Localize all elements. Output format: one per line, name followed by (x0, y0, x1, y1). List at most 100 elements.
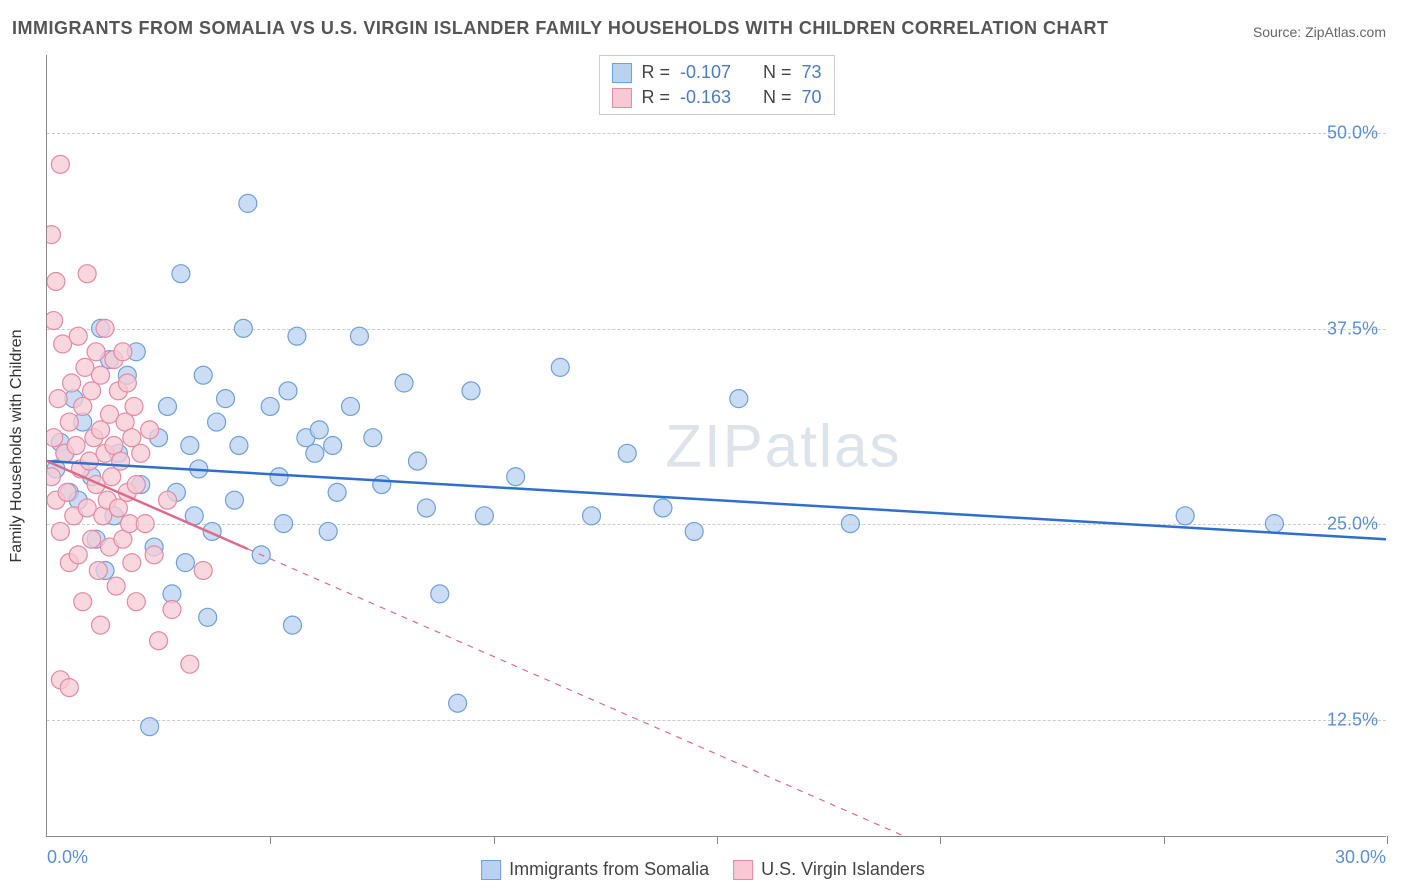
scatter-point (208, 413, 226, 431)
scatter-point (730, 390, 748, 408)
scatter-point (230, 437, 248, 455)
legend-correlation: R = -0.107 N = 73 R = -0.163 N = 70 (598, 55, 834, 115)
scatter-point (234, 319, 252, 337)
scatter-point (127, 593, 145, 611)
scatter-point (83, 382, 101, 400)
scatter-point (150, 632, 168, 650)
legend-bottom-label-1: U.S. Virgin Islanders (761, 859, 925, 880)
scatter-point (92, 366, 110, 384)
scatter-point (96, 319, 114, 337)
scatter-point (408, 452, 426, 470)
scatter-point (58, 483, 76, 501)
scatter-point (74, 593, 92, 611)
x-tick (494, 836, 495, 844)
scatter-point (261, 397, 279, 415)
x-tick (270, 836, 271, 844)
scatter-point (136, 515, 154, 533)
x-tick (717, 836, 718, 844)
scatter-point (141, 421, 159, 439)
scatter-point (199, 608, 217, 626)
chart-title: IMMIGRANTS FROM SOMALIA VS U.S. VIRGIN I… (12, 18, 1109, 39)
x-tick (1387, 836, 1388, 844)
scatter-point (163, 601, 181, 619)
scatter-point (181, 437, 199, 455)
legend-bottom-swatch-0 (481, 860, 501, 880)
trend-line-dashed (248, 549, 940, 836)
scatter-point (109, 499, 127, 517)
scatter-point (618, 444, 636, 462)
scatter-point (176, 554, 194, 572)
legend-n-label: N = (763, 62, 792, 83)
scatter-point (306, 444, 324, 462)
scatter-point (87, 343, 105, 361)
scatter-point (551, 358, 569, 376)
legend-n-value-0: 73 (802, 62, 822, 83)
legend-n-value-1: 70 (802, 87, 822, 108)
scatter-point (141, 718, 159, 736)
scatter-point (583, 507, 601, 525)
scatter-point (89, 561, 107, 579)
scatter-point (125, 397, 143, 415)
legend-row-series-1: R = -0.163 N = 70 (611, 85, 821, 110)
legend-row-series-0: R = -0.107 N = 73 (611, 60, 821, 85)
legend-bottom-swatch-1 (733, 860, 753, 880)
scatter-point (127, 476, 145, 494)
scatter-point (123, 429, 141, 447)
scatter-point (310, 421, 328, 439)
scatter-point (49, 390, 67, 408)
legend-r-value-1: -0.163 (680, 87, 731, 108)
source-attribution: Source: ZipAtlas.com (1253, 24, 1386, 40)
scatter-point (1265, 515, 1283, 533)
plot-area: Family Households with Children ZIPatlas… (46, 55, 1386, 837)
scatter-point (69, 546, 87, 564)
scatter-point (107, 577, 125, 595)
scatter-point (181, 655, 199, 673)
scatter-point (283, 616, 301, 634)
scatter-point (364, 429, 382, 447)
scatter-point (475, 507, 493, 525)
scatter-point (67, 437, 85, 455)
scatter-point (373, 476, 391, 494)
scatter-point (47, 468, 60, 486)
scatter-point (654, 499, 672, 517)
scatter-plot-svg (47, 55, 1386, 836)
scatter-point (225, 491, 243, 509)
y-axis-label: Family Households with Children (8, 329, 26, 562)
x-tick-label: 0.0% (47, 847, 88, 868)
scatter-point (103, 468, 121, 486)
legend-r-label: R = (641, 87, 670, 108)
scatter-point (132, 444, 150, 462)
legend-r-value-0: -0.107 (680, 62, 731, 83)
scatter-point (51, 522, 69, 540)
scatter-point (462, 382, 480, 400)
x-tick (1164, 836, 1165, 844)
scatter-point (324, 437, 342, 455)
scatter-point (239, 194, 257, 212)
scatter-point (112, 452, 130, 470)
scatter-point (395, 374, 413, 392)
scatter-point (114, 343, 132, 361)
scatter-point (145, 546, 163, 564)
scatter-point (118, 374, 136, 392)
legend-swatch-0 (611, 63, 631, 83)
trend-line-solid (47, 461, 1386, 539)
scatter-point (350, 327, 368, 345)
scatter-point (270, 468, 288, 486)
legend-swatch-1 (611, 88, 631, 108)
scatter-point (47, 273, 65, 291)
scatter-point (92, 421, 110, 439)
scatter-point (60, 679, 78, 697)
scatter-point (288, 327, 306, 345)
scatter-point (217, 390, 235, 408)
legend-bottom-label-0: Immigrants from Somalia (509, 859, 709, 880)
scatter-point (47, 312, 63, 330)
scatter-point (159, 397, 177, 415)
scatter-point (507, 468, 525, 486)
scatter-point (69, 327, 87, 345)
scatter-point (60, 413, 78, 431)
legend-bottom-item-1: U.S. Virgin Islanders (733, 859, 925, 880)
scatter-point (92, 616, 110, 634)
scatter-point (1176, 507, 1194, 525)
scatter-point (417, 499, 435, 517)
scatter-point (78, 265, 96, 283)
